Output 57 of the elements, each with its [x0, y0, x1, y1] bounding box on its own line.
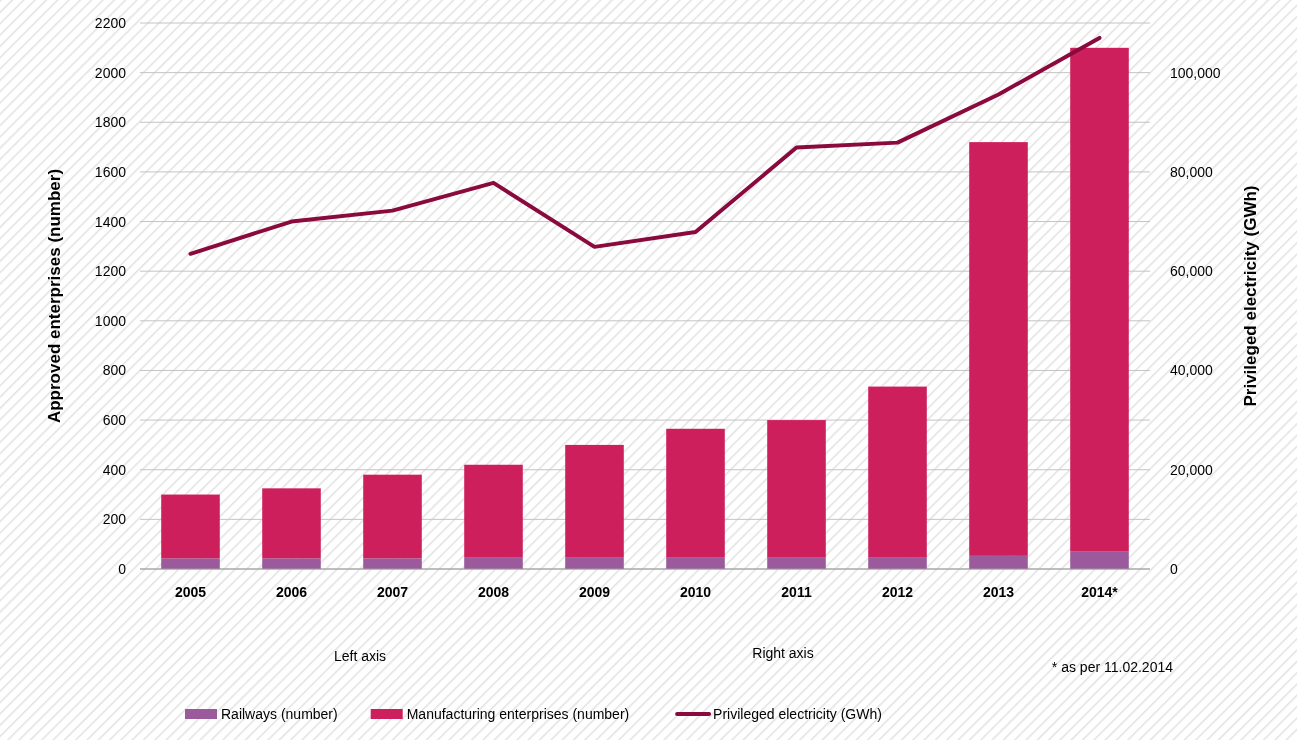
x-tick-label: 2010: [679, 584, 712, 600]
text: * as per 11.02.2014: [1051, 659, 1174, 675]
x-tick-label: 2009: [578, 584, 611, 600]
bar: [666, 428, 725, 558]
y-tick-label: 400: [102, 461, 127, 478]
y-tick-label: 2000: [94, 64, 127, 81]
y2-tick-label: 20,000: [1170, 461, 1214, 478]
legend-label: Privileged electricity (GWh): [713, 706, 882, 722]
y2-tick-label: 40,000: [1170, 362, 1214, 379]
bar: [969, 555, 1028, 569]
bar: [565, 557, 624, 569]
y2-tick-label: 80,000: [1170, 163, 1214, 180]
bar: [464, 557, 523, 569]
x-tick-label: 2013: [982, 584, 1015, 600]
bar: [161, 558, 220, 569]
line-series: [188, 35, 1102, 256]
legend-label: Railways (number): [221, 706, 338, 722]
y-tick-label: 1600: [94, 163, 127, 180]
x-tick-label: 2012: [881, 584, 914, 600]
y-tick-label: 1200: [94, 263, 127, 280]
y2-tick-label: 100,000: [1170, 64, 1221, 81]
bar: [161, 494, 220, 559]
y2-axis-title: Privileged electricity (GWh): [1241, 185, 1260, 407]
y2-tick-label: 0: [1170, 561, 1178, 577]
bar: [1070, 47, 1129, 552]
x-tick-label: 2011: [781, 584, 812, 600]
y-tick-label: 1000: [94, 312, 127, 329]
text: Right axis: [752, 645, 814, 661]
text: Left axis: [333, 648, 387, 664]
x-tick-label: 2005: [174, 584, 207, 600]
y-tick-label: 1800: [94, 114, 127, 131]
bar: [868, 557, 927, 569]
bar: [262, 558, 321, 569]
bar: [363, 558, 422, 569]
bar: [464, 464, 523, 558]
y-tick-label: 800: [102, 362, 127, 379]
bar: [363, 474, 422, 559]
y2-tick-label: 60,000: [1170, 263, 1214, 280]
bar: [969, 142, 1028, 556]
y-tick-label: 200: [102, 511, 127, 528]
x-tick-label: 2007: [376, 584, 409, 600]
x-tick-label: 2006: [275, 584, 308, 600]
bar: [1070, 551, 1129, 569]
y-tick-label: 0: [118, 561, 127, 577]
bar: [767, 557, 826, 569]
y-tick-label: 1400: [94, 213, 127, 230]
x-tick-label: 2008: [477, 584, 510, 600]
bar: [868, 386, 927, 558]
bar: [565, 444, 624, 558]
bar: [666, 557, 725, 569]
bar: [767, 420, 826, 558]
y-axis-title: Approved enterprises (number): [45, 168, 64, 424]
y-tick-label: 600: [102, 412, 127, 429]
y-tick-label: 2200: [94, 15, 127, 31]
x-tick-label: 2014*: [1081, 584, 1119, 600]
bar: [262, 488, 321, 559]
legend-label: Manufacturing enterprises (number): [406, 706, 630, 722]
